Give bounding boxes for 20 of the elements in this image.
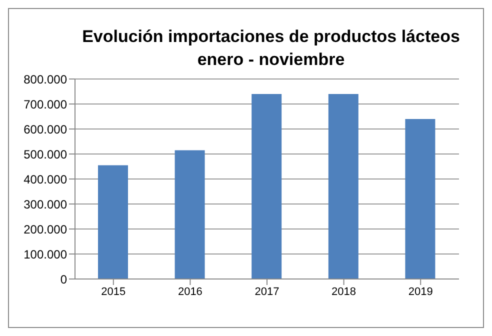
y-tick-label: 0: [60, 272, 68, 286]
y-tick-label: 500.000: [24, 147, 68, 162]
y-tick-label: 200.000: [24, 222, 68, 236]
x-tick-label: 2018: [332, 286, 356, 298]
chart-title: Evolución importaciones de productos lácteos enero - noviembre: [81, 26, 461, 71]
y-tick-label: 800.000: [24, 72, 68, 86]
x-tick-label: 2017: [254, 286, 280, 298]
bar: [252, 94, 282, 279]
x-tick-label: 2019: [408, 286, 433, 298]
y-tick-label: 100.000: [24, 247, 68, 262]
y-tick-label: 600.000: [24, 122, 68, 136]
bar: [174, 150, 205, 279]
bar: [405, 119, 436, 279]
y-tick-label: 300.000: [24, 197, 68, 212]
x-tick-label: 2016: [178, 286, 202, 298]
y-tick-label: 400.000: [24, 172, 68, 186]
x-tick-label: 2015: [101, 286, 126, 298]
bar: [328, 94, 358, 279]
y-tick-label: 700.000: [24, 97, 68, 112]
bar: [98, 165, 128, 279]
